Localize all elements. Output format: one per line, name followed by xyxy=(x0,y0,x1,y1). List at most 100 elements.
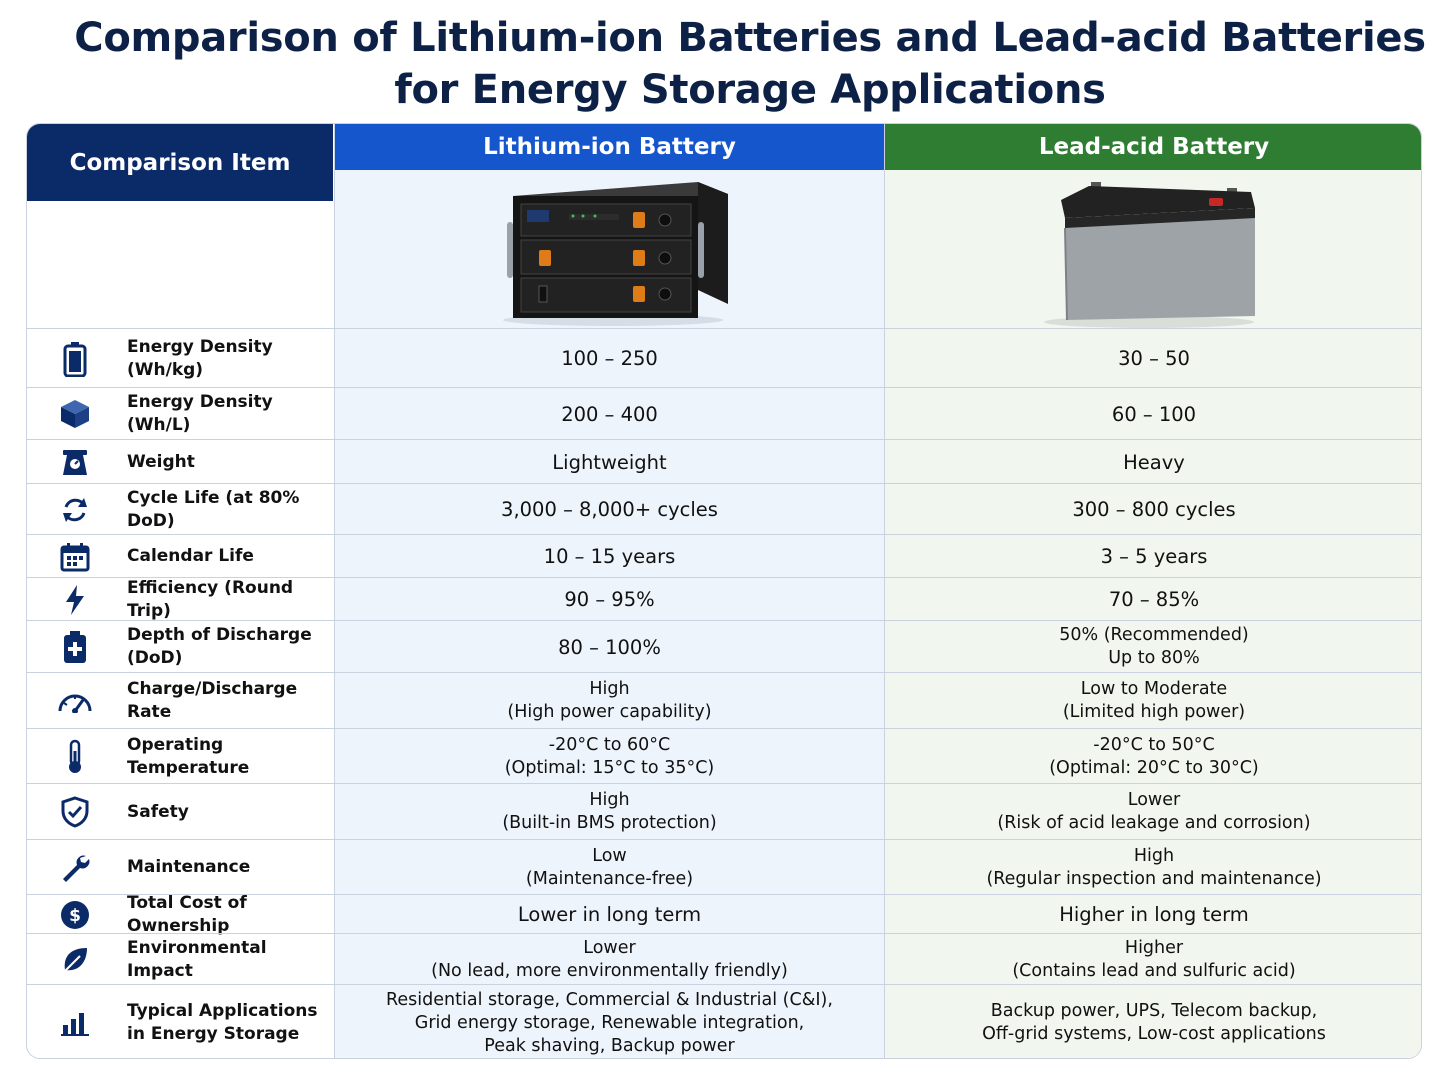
lithium-value-cell: 80 – 100% xyxy=(335,621,884,673)
value-line: (Regular inspection and maintenance) xyxy=(986,868,1322,889)
svg-text:$: $ xyxy=(69,906,81,926)
value-line: High xyxy=(589,790,630,810)
value-line: Backup power, UPS, Telecom backup, xyxy=(990,1001,1318,1021)
value-line: (Contains lead and sulfuric acid) xyxy=(1012,960,1296,981)
lithium-value-cell: Residential storage, Commercial & Indust… xyxy=(335,985,884,1058)
value-line: Off-grid systems, Low-cost applications xyxy=(982,1024,1326,1044)
row-label: Calendar Life xyxy=(127,546,254,566)
table-row: Charge/Discharge Rate High (High power cap… xyxy=(27,672,1421,729)
title-line-1: Comparison of Lithium-ion Batteries and … xyxy=(74,15,1426,61)
value-line: -20°C to 50°C xyxy=(1093,734,1215,755)
lead-value-cell: -20°C to 50°C (Optimal: 20°C to 30°C) xyxy=(885,729,1421,784)
lead-value-cell: High (Regular inspection and maintenance) xyxy=(885,840,1421,895)
battery-plus-icon xyxy=(53,621,97,673)
value-line: 3,000 – 8,000+ cycles xyxy=(501,498,718,521)
row-label: Depth of Discharge (DoD) xyxy=(127,625,312,668)
value-line: (Risk of acid leakage and corrosion) xyxy=(997,813,1311,833)
lead-value-cell: Higher in long term xyxy=(885,895,1421,934)
lithium-ion-battery-image xyxy=(503,182,728,326)
lithium-value-cell: 200 – 400 xyxy=(335,388,884,440)
column-divider xyxy=(334,124,335,1058)
column-divider xyxy=(884,124,885,1058)
header-comparison-item: Comparison Item xyxy=(27,124,333,201)
value-line: Peak shaving, Backup power xyxy=(484,1035,735,1056)
gauge-icon xyxy=(53,673,97,729)
lead-value-cell: Lower (Risk of acid leakage and corrosion… xyxy=(885,784,1421,840)
value-line: 80 – 100% xyxy=(558,635,661,659)
table-row: Safety High (Built-in BMS protection) Lower… xyxy=(27,783,1421,840)
row-label: Cycle Life (at 80% DoD) xyxy=(127,487,300,531)
table-row: Depth of Discharge (DoD) 80 – 100% 50% (Re… xyxy=(27,620,1421,673)
title-line-2: for Energy Storage Applications xyxy=(394,67,1106,113)
table-row: Weight Lightweight Heavy xyxy=(27,439,1421,484)
lithium-value-cell: 100 – 250 xyxy=(335,329,884,388)
lithium-value-cell: High (High power capability) xyxy=(335,673,884,729)
value-line: 60 – 100 xyxy=(1111,402,1197,426)
lead-value-cell: 30 – 50 xyxy=(885,329,1421,388)
value-line: (Optimal: 15°C to 35°C) xyxy=(504,757,715,778)
lithium-value-cell: 3,000 – 8,000+ cycles xyxy=(335,484,884,535)
value-line: Higher xyxy=(1124,937,1184,958)
value-line: Lower in long term xyxy=(517,903,702,926)
value-line: 3 – 5 years xyxy=(1100,545,1208,568)
value-line: 300 – 800 cycles xyxy=(1072,498,1236,521)
lead-value-cell: 300 – 800 cycles xyxy=(885,484,1421,535)
lead-value-cell: Higher (Contains lead and sulfuric acid) xyxy=(885,934,1421,985)
lightning-icon xyxy=(53,578,97,621)
wrench-icon xyxy=(53,840,97,895)
lead-value-cell: 50% (Recommended) Up to 80% xyxy=(885,621,1421,673)
lithium-value-cell: 10 – 15 years xyxy=(335,535,884,578)
lead-value-cell: 60 – 100 xyxy=(885,388,1421,440)
value-line: 50% (Recommended) xyxy=(1059,625,1249,645)
table-row: Operating Temperature -20°C to 60°C (Optim… xyxy=(27,728,1421,784)
lead-value-cell: Low to Moderate (Limited high power) xyxy=(885,673,1421,729)
value-line: 200 – 400 xyxy=(561,402,658,426)
lead-value-cell: 70 – 85% xyxy=(885,578,1421,621)
value-line: Grid energy storage, Renewable integrati… xyxy=(414,1012,805,1033)
value-line: High xyxy=(1133,845,1175,866)
value-line: Higher in long term xyxy=(1059,903,1249,926)
lithium-value-cell: Lightweight xyxy=(335,440,884,484)
value-line: (High power capability) xyxy=(507,702,712,722)
dollar-icon: $ xyxy=(53,895,97,934)
value-line: (Maintenance-free) xyxy=(525,868,694,889)
table-row: Efficiency (Round Trip) 90 – 95% 70 – 85% xyxy=(27,577,1421,621)
lithium-value-cell: High (Built-in BMS protection) xyxy=(335,784,884,840)
table-row: Energy Density (Wh/kg) 100 – 250 30 – 50 xyxy=(27,328,1421,388)
value-line: Low to Moderate xyxy=(1080,679,1228,699)
page-title: Comparison of Lithium-ion Batteries and … xyxy=(60,12,1440,116)
value-line: 90 – 95% xyxy=(564,588,655,611)
row-label: Energy Density (Wh/L) xyxy=(127,392,273,435)
row-label: Efficiency (Round Trip) xyxy=(127,577,294,621)
value-line: Heavy xyxy=(1123,450,1185,474)
value-line: Lower xyxy=(583,937,636,958)
lead-acid-battery-image xyxy=(1044,182,1255,328)
battery-icon xyxy=(53,329,97,388)
table-row: Environmental Impact Lower (No lead, more … xyxy=(27,933,1421,985)
row-label: Safety xyxy=(127,801,189,822)
value-line: 70 – 85% xyxy=(1108,588,1200,611)
table-row: Maintenance Low (Maintenance-free) High (Reg… xyxy=(27,839,1421,895)
lithium-value-cell: Lower (No lead, more environmentally frie… xyxy=(335,934,884,985)
row-label: Maintenance xyxy=(127,857,251,877)
leaf-icon xyxy=(53,934,97,985)
row-label: Energy Density (Wh/kg) xyxy=(127,336,273,380)
scale-icon xyxy=(53,440,97,484)
row-label: Total Cost of Ownership xyxy=(127,892,247,936)
row-label: Environmental Impact xyxy=(127,937,267,981)
value-line: Lightweight xyxy=(552,450,667,474)
shield-check-icon xyxy=(53,784,97,840)
cycle-icon xyxy=(53,484,97,535)
comparison-table: Comparison Item Lithium-ion Battery Lead… xyxy=(26,123,1422,1059)
lead-value-cell: 3 – 5 years xyxy=(885,535,1421,578)
value-line: 10 – 15 years xyxy=(543,545,676,568)
row-label: Operating Temperature xyxy=(127,734,250,778)
table-row: Cycle Life (at 80% DoD) 3,000 – 8,000+ cy… xyxy=(27,483,1421,535)
row-label: Weight xyxy=(127,451,195,472)
table-row: Energy Density (Wh/L) 200 – 400 60 – 100 xyxy=(27,387,1421,440)
lithium-value-cell: -20°C to 60°C (Optimal: 15°C to 35°C) xyxy=(335,729,884,784)
value-line: 100 – 250 xyxy=(561,347,658,370)
row-label: Typical Applications in Energy Storage xyxy=(127,1001,318,1044)
value-line: (Optimal: 20°C to 30°C) xyxy=(1049,757,1259,778)
value-line: Lower xyxy=(1127,790,1181,810)
